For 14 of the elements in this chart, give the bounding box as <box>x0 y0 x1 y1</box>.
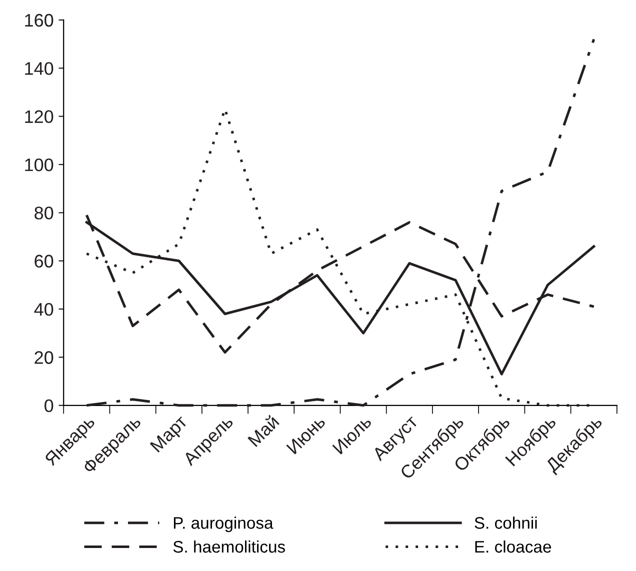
y-tick-label: 40 <box>34 302 54 316</box>
y-tick-label: 100 <box>25 158 54 172</box>
y-tick-label: 140 <box>25 62 54 75</box>
legend-label: E. cloacae <box>475 540 552 553</box>
line-series <box>85 38 596 407</box>
legend-label: S. cohnii <box>474 516 537 529</box>
y-tick-label: 0 <box>44 399 54 412</box>
legend-label: P. auroginosa <box>174 516 274 532</box>
y-tick-label: 160 <box>25 14 54 27</box>
legend-label: S. haemoliticus <box>173 540 285 553</box>
y-tick-label: 20 <box>34 351 54 364</box>
y-tick-label: 80 <box>34 206 54 220</box>
y-tick-label: 60 <box>34 254 54 268</box>
y-tick-label: 120 <box>25 110 54 124</box>
